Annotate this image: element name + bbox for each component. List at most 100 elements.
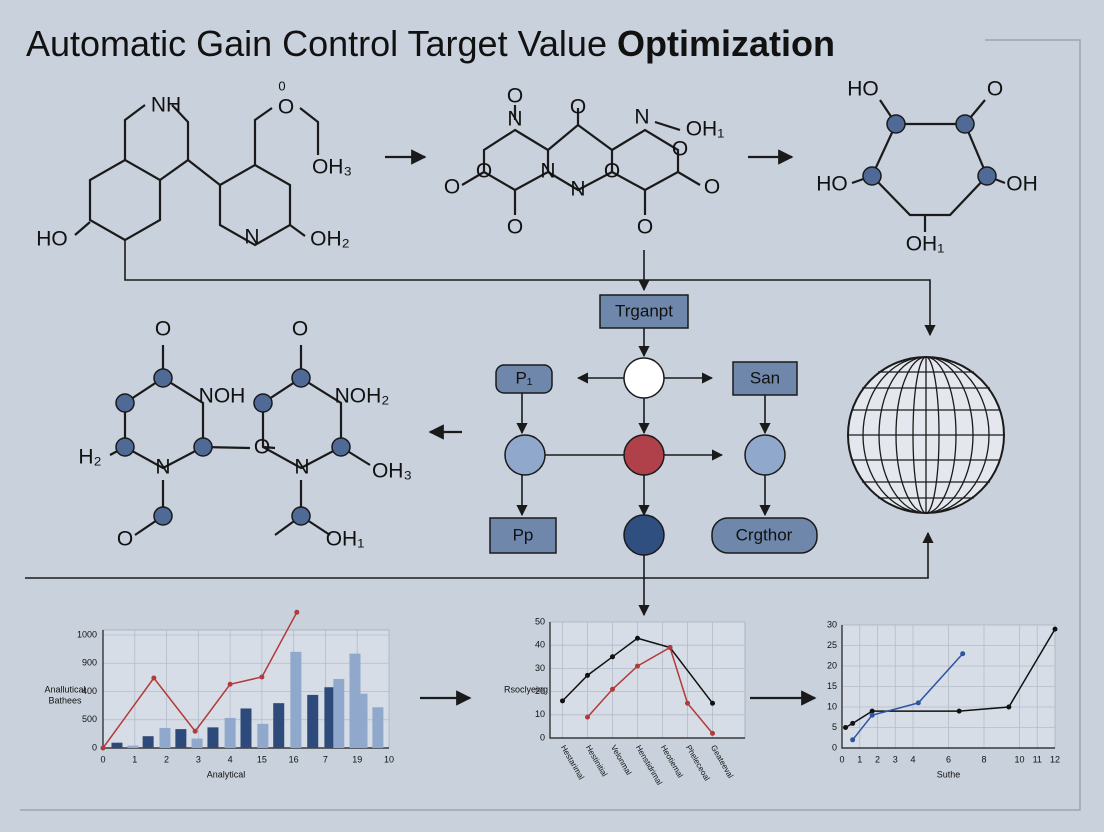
flow: Trganpt P₁ San Pp Crgthor: [489, 294, 818, 556]
bar: [159, 727, 171, 748]
molecule: [74, 104, 936, 337]
y-tick-label: 500: [82, 714, 97, 724]
node-label: San: [750, 368, 780, 387]
node-circle: [504, 434, 546, 476]
atom-label: O: [987, 78, 1003, 101]
x-tick-label: 4: [910, 754, 915, 764]
axis: [841, 625, 1055, 749]
y-tick-label: 20: [827, 660, 837, 670]
x-tick-label: 1: [132, 754, 137, 764]
point: [667, 645, 673, 651]
x-tick-label: 2: [875, 754, 880, 764]
x-tick-label: 6: [946, 754, 951, 764]
y-axis-label: Anallutical: [44, 684, 85, 694]
x-tick-label: 12: [1050, 754, 1060, 764]
atom-label: OH₃: [312, 156, 352, 179]
bar: [324, 687, 336, 748]
point: [1006, 704, 1012, 710]
atom-label: N: [634, 106, 649, 129]
molecule: [851, 99, 1006, 232]
x-axis-label: Suthe: [937, 769, 961, 779]
atom-label: O: [117, 528, 133, 551]
title-text: Automatic Gain Control Target Value: [26, 23, 607, 64]
globe: [847, 356, 1005, 514]
y-tick-label: 30: [535, 663, 545, 673]
node-box: [599, 294, 689, 329]
node-box: [489, 517, 557, 554]
bar: [307, 694, 319, 748]
x-tick-label: 10: [1014, 754, 1024, 764]
bar: [142, 736, 154, 748]
x-tick-label: 0: [100, 754, 105, 764]
point: [1052, 626, 1058, 632]
node-box: [732, 361, 798, 396]
line: [102, 611, 298, 749]
bar: [290, 651, 302, 748]
x-tick-label: 7: [323, 754, 328, 764]
y-tick-label: 10: [535, 709, 545, 719]
y-tick-label: 25: [827, 640, 837, 650]
atom-label: O: [444, 176, 460, 199]
atom-label: H₂: [78, 446, 101, 469]
point: [192, 728, 198, 734]
point: [869, 708, 875, 714]
bar: [372, 707, 384, 748]
bar: [224, 717, 236, 748]
atom-label: NOH₂: [335, 385, 390, 408]
node-label: P₁: [515, 368, 532, 387]
atom-label: O: [507, 85, 523, 108]
node-circle: [623, 514, 665, 556]
atom-label: N: [155, 456, 170, 479]
frame: [20, 39, 1081, 811]
x-axis-label: Analytical: [207, 769, 246, 779]
point: [151, 675, 157, 681]
atom-label: HO: [847, 78, 879, 101]
bar: [356, 693, 368, 748]
x-tick-label: 8: [981, 754, 986, 764]
axis: [549, 622, 745, 739]
y-tick-label: 0: [92, 742, 97, 752]
atom-label: N: [570, 178, 585, 201]
bar: [333, 678, 345, 748]
node-circle: [744, 434, 786, 476]
node-box: [711, 517, 818, 554]
molecule: [461, 105, 701, 215]
atom-label: O: [672, 138, 688, 161]
atom-label: NOH: [199, 385, 246, 408]
point: [610, 654, 615, 660]
x-tick-label: 2: [164, 754, 169, 764]
line: [561, 637, 714, 704]
point: [850, 737, 856, 743]
arrows: [25, 149, 934, 706]
node-box: [495, 364, 553, 394]
y-axis-label: Rsoclyeing: [504, 684, 548, 694]
line: [586, 646, 714, 734]
x-tick-label: 16: [289, 754, 299, 764]
bar: [111, 742, 123, 748]
node-circle: [623, 357, 665, 399]
point: [294, 609, 300, 615]
atom-label: OH₁: [686, 118, 725, 141]
point: [710, 730, 715, 736]
atom-label: N: [244, 226, 259, 249]
atom-label: O: [637, 216, 653, 239]
node-circle: [623, 434, 665, 476]
point: [869, 712, 875, 718]
atom-label: O: [155, 318, 171, 341]
point: [685, 700, 690, 706]
x-tick-label: 3: [893, 754, 898, 764]
atom-label: O: [507, 216, 523, 239]
molecule: [109, 345, 371, 536]
x-tick-label: 11: [1033, 754, 1042, 764]
bar: [349, 653, 361, 748]
y-tick-label: 30: [827, 619, 837, 629]
point: [635, 663, 640, 669]
point: [227, 681, 233, 687]
point: [843, 725, 849, 730]
atom-label: OH₁: [326, 528, 365, 551]
atom-label: HO: [816, 173, 848, 196]
y-tick-label: 10: [827, 701, 837, 711]
y-tick-label: 1000: [77, 629, 97, 639]
atom-label: O: [254, 436, 270, 459]
